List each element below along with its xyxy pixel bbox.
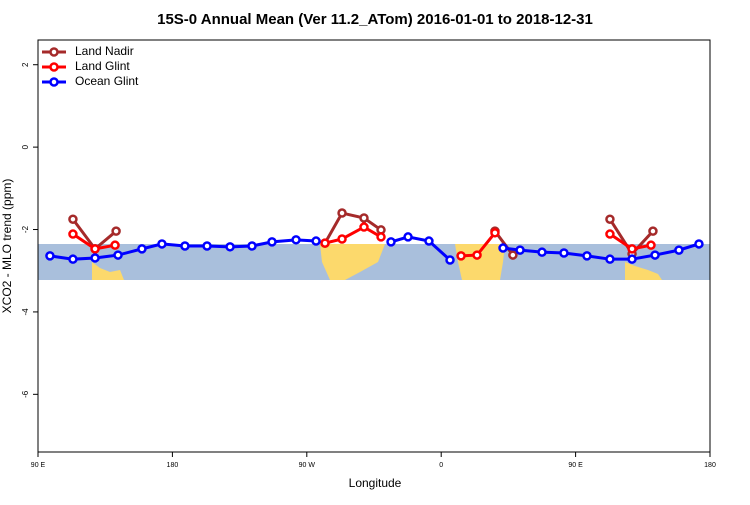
plot-frame	[37, 39, 711, 453]
data-point	[320, 238, 330, 248]
data-point	[694, 239, 704, 249]
chart-title: 15S-0 Annual Mean (Ver 11.2_ATom) 2016-0…	[157, 11, 593, 28]
data-point	[291, 235, 301, 245]
data-point	[559, 248, 569, 258]
data-point	[648, 226, 658, 236]
data-point	[311, 236, 321, 246]
data-point	[247, 241, 257, 251]
data-point	[157, 239, 167, 249]
data-point	[68, 229, 78, 239]
data-point	[90, 253, 100, 263]
data-point	[90, 244, 100, 254]
x-tick-label: 90 E	[568, 462, 583, 469]
data-point	[582, 251, 592, 261]
data-point	[627, 254, 637, 264]
y-axis-label: XCO2 - MLO trend (ppm)	[0, 179, 14, 314]
data-point	[267, 237, 277, 247]
y-tick-label: -4	[21, 308, 30, 316]
data-point	[45, 251, 55, 261]
data-point	[490, 228, 500, 238]
data-point	[113, 250, 123, 260]
data-point	[68, 214, 78, 224]
data-point	[386, 237, 396, 247]
data-point	[111, 226, 121, 236]
data-point	[508, 250, 518, 260]
data-point	[202, 241, 212, 251]
data-point	[359, 222, 369, 232]
legend-marker	[49, 77, 59, 87]
data-point	[137, 244, 147, 254]
data-point	[605, 254, 615, 264]
x-tick-label: 90 W	[299, 462, 316, 469]
land-shape	[455, 244, 505, 280]
x-axis-label: Longitude	[349, 476, 402, 490]
land-shape	[92, 262, 124, 280]
data-point	[180, 241, 190, 251]
y-tick-label: -2	[21, 225, 30, 233]
data-point	[445, 255, 455, 265]
land-shape	[320, 244, 385, 280]
data-point	[376, 232, 386, 242]
legend-label: Ocean Glint	[75, 74, 139, 88]
map-band	[38, 244, 710, 280]
x-tick-label: 90 E	[31, 462, 46, 469]
data-point	[605, 229, 615, 239]
data-point	[650, 250, 660, 260]
data-point	[537, 247, 547, 257]
data-point	[605, 214, 615, 224]
data-point	[646, 240, 656, 250]
legend-label: Land Glint	[75, 59, 130, 73]
data-point	[68, 254, 78, 264]
data-point	[515, 245, 525, 255]
legend-marker	[49, 47, 59, 57]
data-point	[359, 213, 369, 223]
x-tick-label: 180	[704, 462, 716, 469]
data-point	[674, 245, 684, 255]
land-shape	[625, 262, 662, 280]
legend-label: Land Nadir	[75, 44, 134, 58]
data-point	[456, 251, 466, 261]
data-point	[225, 242, 235, 252]
data-point	[337, 234, 347, 244]
x-tick-label: 180	[167, 462, 179, 469]
x-tick-label: 0	[439, 462, 443, 469]
data-point	[472, 250, 482, 260]
y-tick-label: -6	[21, 390, 30, 398]
y-tick-label: 0	[21, 144, 30, 149]
data-point	[627, 244, 637, 254]
data-point	[403, 232, 413, 242]
data-point	[337, 208, 347, 218]
data-point	[498, 243, 508, 253]
y-tick-label: 2	[21, 62, 30, 67]
legend-marker	[49, 62, 59, 72]
data-point	[424, 236, 434, 246]
data-point	[110, 240, 120, 250]
